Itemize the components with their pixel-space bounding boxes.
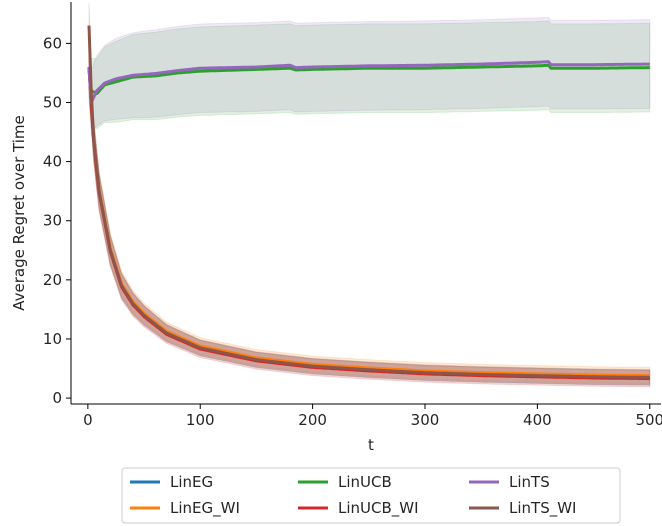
- y-tick-label: 20: [43, 271, 62, 289]
- x-tick-label: 200: [298, 411, 327, 429]
- axes: [70, 2, 661, 405]
- line-LinUCB: [87, 63, 651, 96]
- y-axis-label: Average Regret over Time: [10, 115, 28, 311]
- y-ticks: 0 10 20 30 40 50 60: [43, 34, 71, 407]
- band-LinEG: [88, 44, 651, 386]
- x-tick-label: 300: [411, 411, 440, 429]
- legend-label-LinUCB: LinUCB: [338, 473, 392, 491]
- band-LinEG_WI: [88, 43, 651, 385]
- legend-label-LinEG_WI: LinEG_WI: [170, 499, 240, 518]
- band-LinTS: [88, 16, 651, 137]
- band-LinUCB_WI: [88, 43, 651, 388]
- y-tick-label: 60: [43, 34, 62, 52]
- band-LinTS_WI: [88, 3, 651, 386]
- line-LinTS_WI: [87, 25, 651, 379]
- legend-label-LinEG: LinEG: [170, 473, 213, 491]
- y-tick-label: 0: [52, 389, 62, 407]
- series-lines: [87, 25, 651, 381]
- legend: LinEG LinEG_WI LinUCB LinUCB_WI LinTS LinTS_W…: [121, 467, 621, 524]
- x-tick-label: 500: [635, 411, 662, 429]
- x-axis-label: t: [368, 436, 374, 454]
- x-tick-label: 400: [523, 411, 552, 429]
- x-tick-label: 0: [83, 411, 93, 429]
- y-tick-label: 50: [43, 94, 62, 112]
- y-tick-label: 30: [43, 212, 62, 230]
- x-ticks: 0 100 200 300 400 500: [83, 404, 662, 429]
- line-LinEG_WI: [87, 66, 651, 378]
- confidence-bands: [88, 3, 651, 388]
- y-tick-label: 10: [43, 330, 62, 348]
- legend-label-LinTS: LinTS: [509, 473, 550, 491]
- legend-label-LinTS_WI: LinTS_WI: [509, 499, 576, 518]
- line-LinTS: [87, 60, 651, 104]
- legend-label-LinUCB_WI: LinUCB_WI: [338, 499, 419, 518]
- band-LinUCB: [88, 20, 651, 130]
- x-tick-label: 100: [186, 411, 215, 429]
- y-tick-label: 40: [43, 153, 62, 171]
